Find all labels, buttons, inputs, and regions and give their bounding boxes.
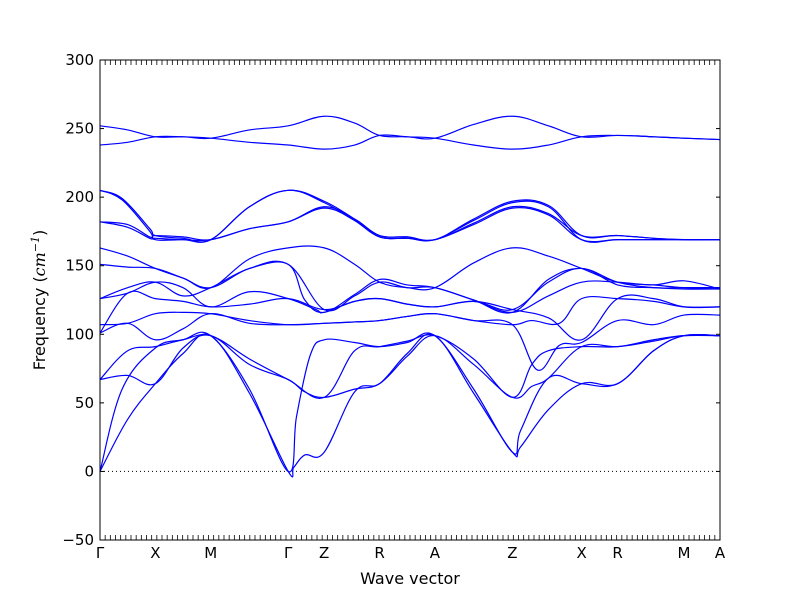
y-axis-label-unit: cm [30, 252, 49, 276]
x-tick-label: Z [319, 544, 329, 562]
phonon-band-6 [99, 295, 721, 326]
phonon-band-15 [99, 189, 721, 243]
x-tick-label: R [374, 544, 384, 562]
y-axis-label: Frequency (cm−1) [29, 230, 49, 371]
y-axis-ticks: −50 0 50 100 150 200 250 300 [62, 51, 720, 549]
phonon-band-14 [99, 189, 720, 243]
phonon-band-8 [99, 267, 721, 314]
y-axis-label-prefix: Frequency ( [30, 276, 49, 370]
x-tick-label: A [715, 544, 726, 562]
x-axis-label: Wave vector [360, 569, 460, 588]
y-tick-label: 200 [65, 188, 94, 206]
x-tick-label: M [204, 544, 217, 562]
y-tick-label: 100 [65, 325, 94, 343]
y-tick-label: 150 [65, 257, 94, 275]
y-tick-label: 300 [65, 51, 94, 69]
x-tick-label: Z [507, 544, 517, 562]
axes-frame [99, 59, 721, 541]
y-tick-label: 250 [65, 120, 94, 138]
y-axis-label-exponent: −1 [29, 236, 42, 252]
x-tick-label: X [576, 544, 586, 562]
phonon-band-17 [99, 115, 721, 141]
phonon-band-11 [99, 245, 721, 291]
phonon-band-9 [99, 260, 721, 313]
y-tick-label: 0 [84, 462, 94, 480]
x-tick-label: A [430, 544, 441, 562]
phonon-band-4 [99, 333, 721, 399]
phonon-band-3 [99, 334, 721, 399]
x-tick-label: M [678, 544, 691, 562]
y-tick-label: 50 [75, 394, 94, 412]
x-tick-label: X [150, 544, 160, 562]
y-tick-label: −50 [62, 531, 94, 549]
plot-area [99, 115, 721, 478]
y-axis-label-suffix: ) [30, 230, 49, 236]
x-tick-label: Γ [96, 544, 105, 562]
x-tick-label: Γ [284, 544, 293, 562]
x-tick-label: R [612, 544, 622, 562]
